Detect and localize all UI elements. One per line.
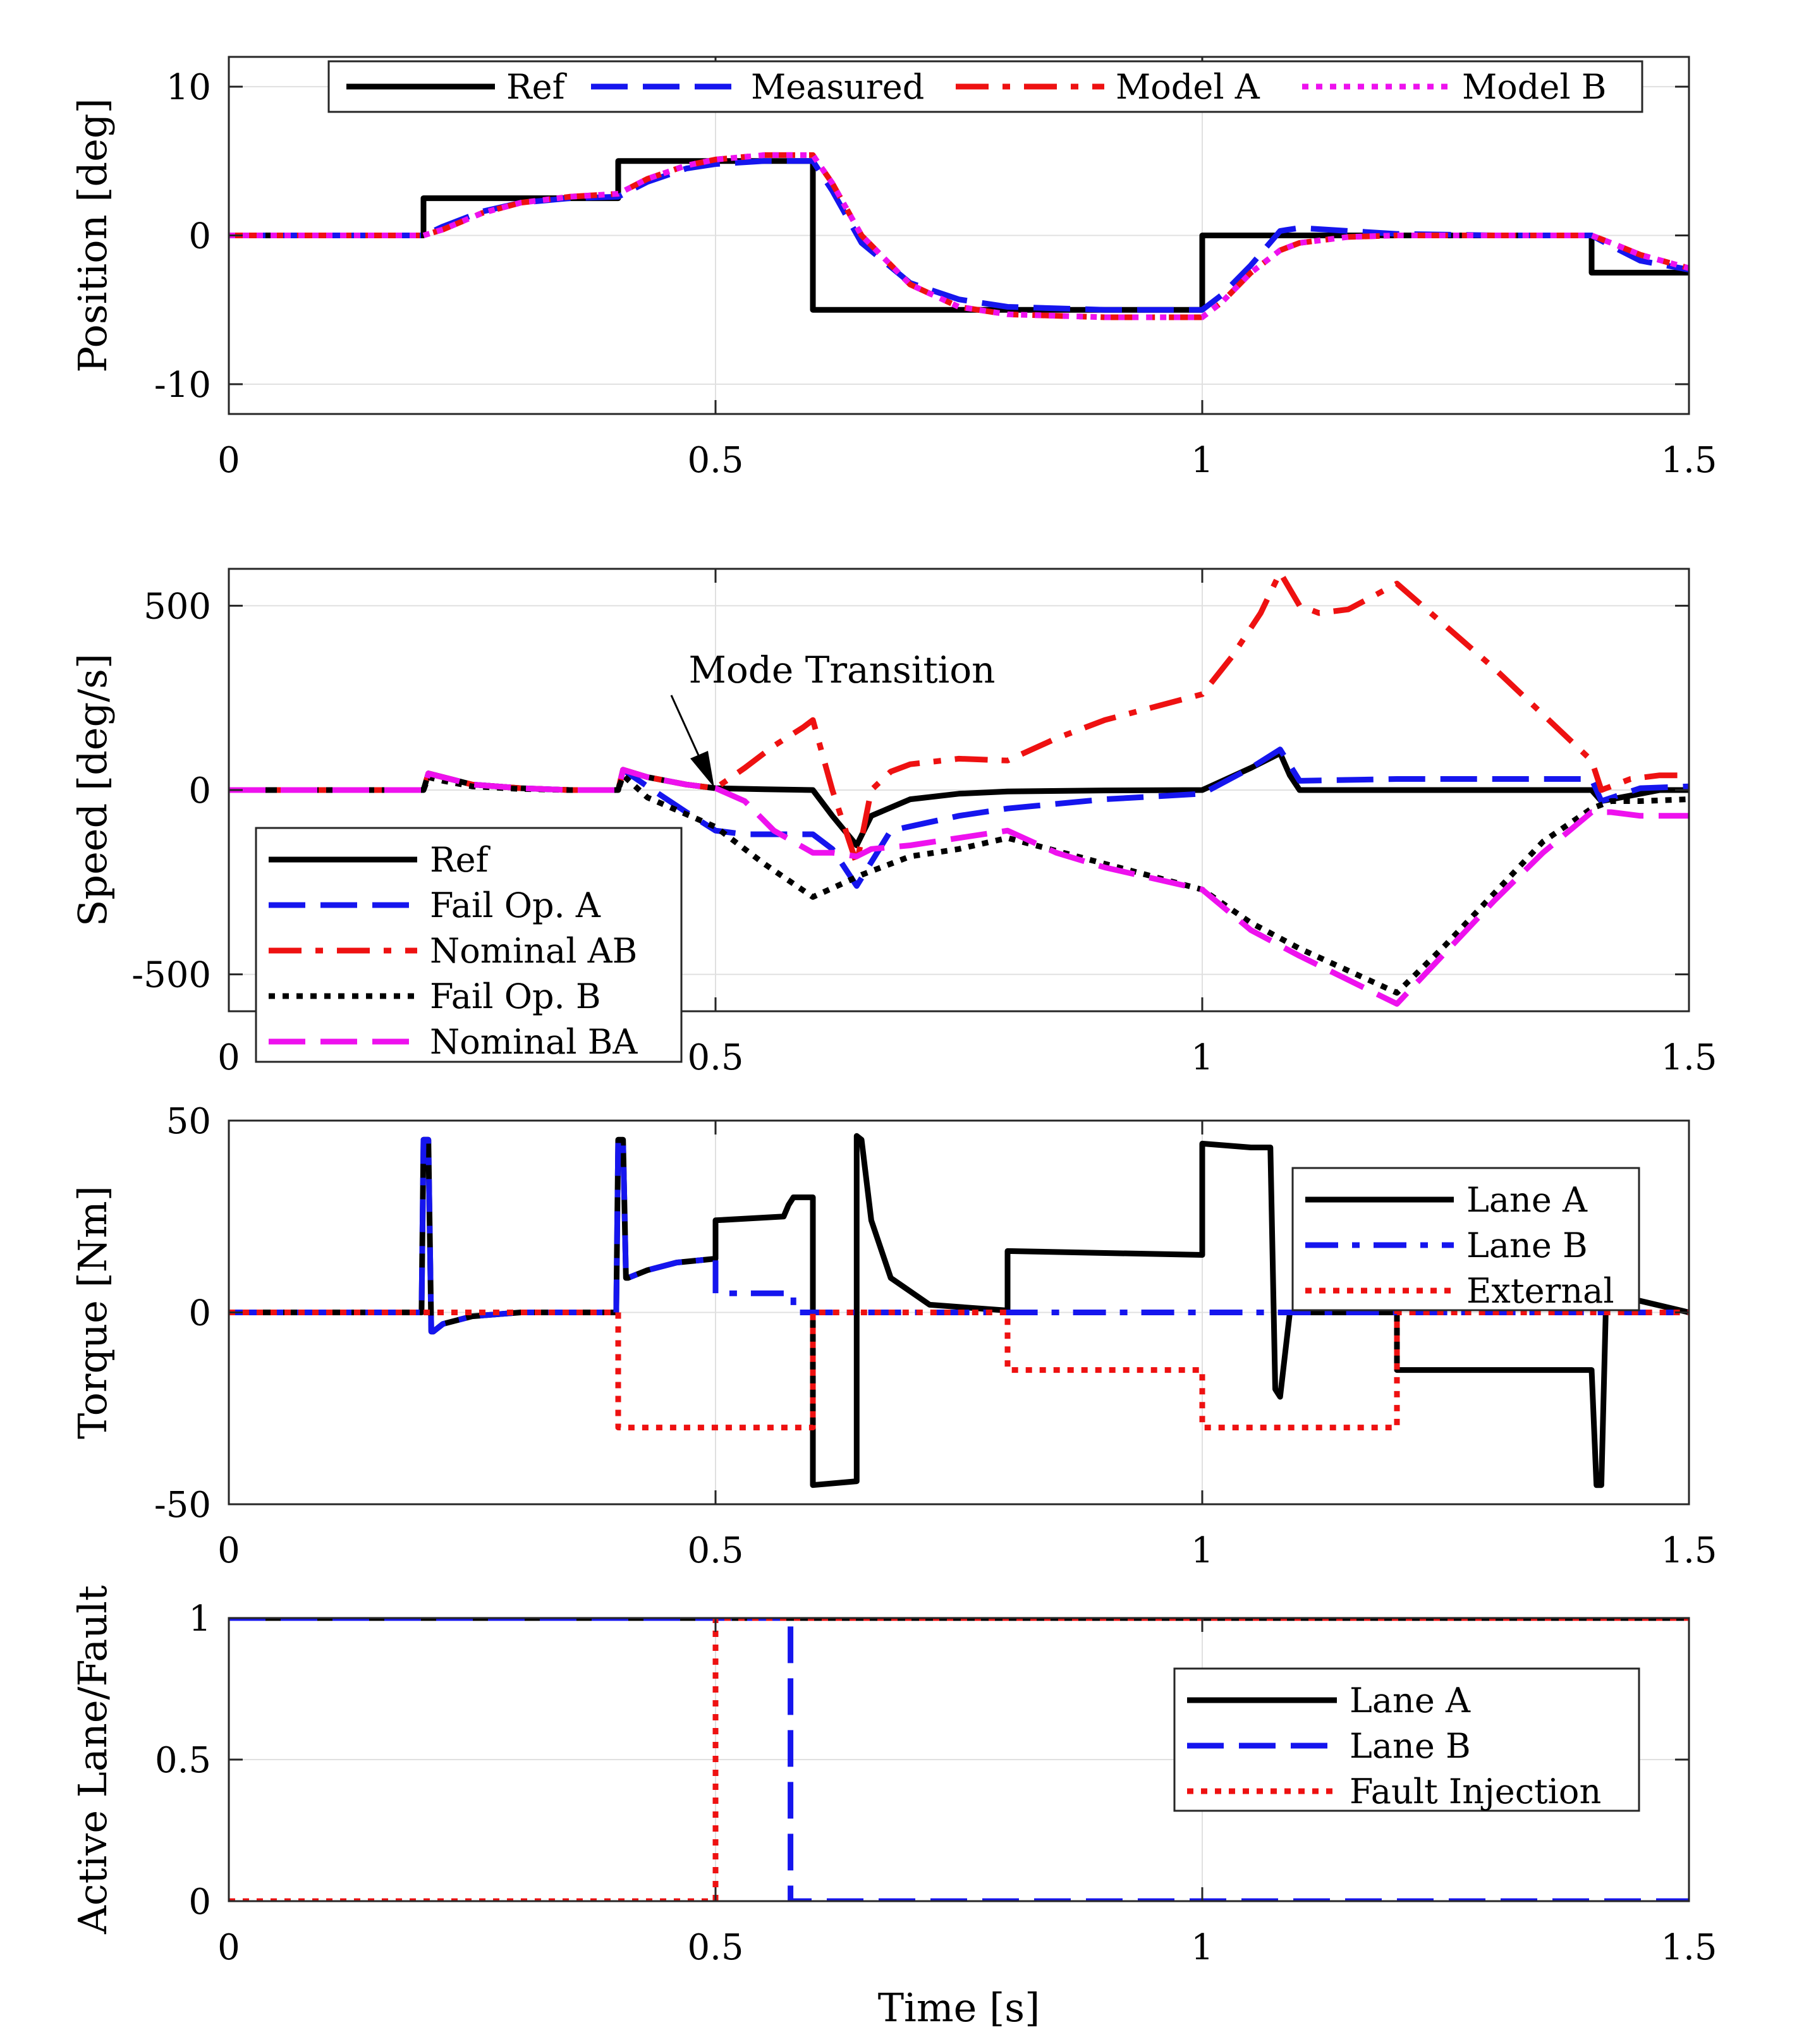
panel-2-legend-label-nominal-ab: Nominal AB: [430, 931, 637, 971]
annotation-arrow-head: [690, 751, 714, 788]
panel-3-legend-label-external: External: [1466, 1271, 1614, 1311]
panel-3-xtick-label: 0.5: [687, 1530, 743, 1571]
panel-1-ylabel: Position [deg]: [70, 98, 116, 372]
panel-2-series-nominal-ab: [229, 569, 1689, 867]
panel-2-legend-label-fail-op-a: Fail Op. A: [430, 885, 601, 925]
panel-2-ytick-label: -500: [131, 955, 211, 996]
panel-1-legend-label-ref: Ref: [506, 67, 568, 107]
panel-4-legend-label-lane-a: Lane A: [1350, 1681, 1471, 1720]
panel-4-series-fault-injection: [229, 1618, 1689, 1901]
panel-3-legend-box: [1291, 1167, 1640, 1311]
panel-1-ytick-label: 10: [166, 67, 211, 108]
panel-1-xtick-label: 1: [1191, 440, 1214, 481]
panel-4-series-lane-b: [229, 1618, 1689, 1901]
panel-4-xtick-label: 1: [1191, 1927, 1214, 1968]
panel-2-annotation: Mode Transition: [670, 648, 996, 788]
panel-3-xtick-label: 0: [217, 1530, 240, 1571]
panel-2-ylabel: Speed [deg/s]: [70, 654, 116, 927]
panel-2-series-fail-op-a: [229, 746, 1689, 889]
panel-2-xtick-label: 1: [1191, 1037, 1214, 1078]
panel-4-legend-label-lane-b: Lane B: [1350, 1726, 1471, 1766]
panel-1-xtick-label: 0: [217, 440, 240, 481]
panel-4-xtick-label: 1.5: [1661, 1927, 1717, 1968]
panel-2-legend-label-fail-op-b: Fail Op. B: [430, 976, 601, 1016]
panel-2-xtick-label: 0: [217, 1037, 240, 1078]
panel-1-series-model-b: [229, 152, 1689, 320]
panel-4-xlabel: Time [s]: [878, 1985, 1040, 2031]
panel-4-ytick-label: 1: [188, 1598, 211, 1639]
panel-4-legend-label-fault-injection: Fault Injection: [1350, 1772, 1601, 1811]
panel-3-xtick-label: 1: [1191, 1530, 1214, 1571]
panel-1-xtick-label: 0.5: [687, 440, 743, 481]
panel-2-legend-box: [255, 827, 683, 1063]
panel-2-ytick-label: 0: [188, 770, 211, 812]
panel-2-legend-label-ref: Ref: [430, 840, 491, 880]
panel-4-xtick-label: 0: [217, 1927, 240, 1968]
panel-2-xtick-label: 1.5: [1661, 1037, 1717, 1078]
panel-1-series-ref: [229, 158, 1689, 313]
panel-2-legend: Ref Fail Op. A Nominal AB Fail Op. B Nominal…: [255, 827, 683, 1063]
panel-1-legend-label-model-b: Model B: [1462, 67, 1606, 107]
panel-4-ylabel: Active Lane/Fault: [70, 1585, 116, 1935]
panel-1-ytick-label: -10: [154, 365, 211, 406]
panel-3-series: [229, 1133, 1689, 1488]
panel-3-ylabel: Torque [Nm]: [70, 1186, 116, 1439]
panel-3-legend-label-lane-b: Lane B: [1466, 1226, 1588, 1265]
panel-4: 0 0.5 1 1.5 1 0.5 0 Active Lane/Fault Time [s] La…: [70, 1585, 1717, 2031]
panel-1-xtick-label: 1.5: [1661, 440, 1717, 481]
panel-1-ytick-label: 0: [188, 216, 211, 257]
panel-3-xtick-label: 1.5: [1661, 1530, 1717, 1571]
panel-1-legend-label-measured: Measured: [751, 67, 924, 107]
panel-3-legend: Lane A Lane B External: [1291, 1167, 1640, 1311]
panel-2-series-nominal-ba: [229, 767, 1689, 1007]
panel-3-ytick-label: 0: [188, 1293, 211, 1334]
panel-3-legend-label-lane-a: Lane A: [1466, 1180, 1588, 1220]
panel-2-ytick-label: 500: [143, 586, 211, 627]
panel-1-legend-label-model-a: Model A: [1116, 67, 1260, 107]
panel-3-series-external: [229, 1310, 1689, 1431]
panel-4-ytick-label: 0: [188, 1882, 211, 1923]
panel-3-ytick-label: -50: [154, 1485, 211, 1526]
panel-4-series: [229, 1618, 1689, 1901]
panel-2-legend-label-nominal-ba: Nominal BA: [430, 1022, 638, 1062]
panel-3-ytick-label: 50: [166, 1101, 211, 1142]
annotation-text: Mode Transition: [689, 648, 996, 691]
panel-4-xtick-label: 0.5: [687, 1927, 743, 1968]
panel-4-legend-box: [1173, 1667, 1640, 1812]
panel-2-series: [229, 569, 1689, 1007]
panel-2-xtick-label: 0.5: [687, 1037, 743, 1078]
panel-4-ytick-label: 0.5: [155, 1740, 211, 1781]
panel-3-series-lane-b: [229, 1136, 1689, 1335]
panel-1-legend: Ref Measured Model A Model B: [327, 60, 1643, 113]
panel-1-series: [229, 152, 1689, 320]
panel-4-legend: Lane A Lane B Fault Injection: [1173, 1667, 1640, 1812]
